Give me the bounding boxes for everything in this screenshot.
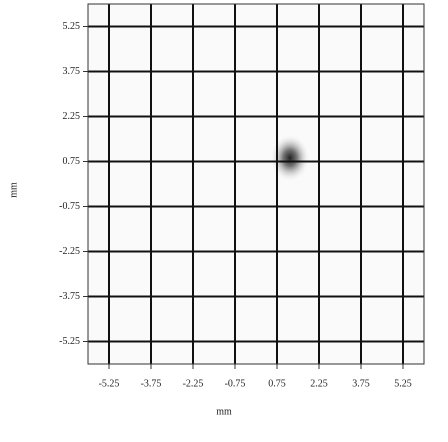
y-tick-label: 5.25 xyxy=(63,21,81,32)
x-axis-label: mm xyxy=(216,406,232,417)
x-tick-label: -5.25 xyxy=(99,378,120,389)
x-tick-label: 3.75 xyxy=(352,378,370,389)
y-tick-label: 0.75 xyxy=(63,156,81,167)
x-tick-label: 5.25 xyxy=(394,378,412,389)
y-tick-label: -3.75 xyxy=(59,291,80,302)
y-tick-label: -2.25 xyxy=(59,246,80,257)
x-tick-label: -3.75 xyxy=(141,378,162,389)
y-tick-label: -0.75 xyxy=(59,201,80,212)
y-axis-label: mm xyxy=(8,182,19,198)
x-tick-label: 0.75 xyxy=(268,378,286,389)
x-tick-label: 2.25 xyxy=(310,378,328,389)
y-tick-label: 3.75 xyxy=(63,66,81,77)
y-tick-label: 2.25 xyxy=(63,111,81,122)
plot-area xyxy=(88,4,424,364)
x-tick-label: -2.25 xyxy=(183,378,204,389)
y-tick-label: -5.25 xyxy=(59,336,80,347)
chart: mm mm -5.25 -3.75 -2.25 -0.75 0.75 2.25 3.75 5.… xyxy=(0,0,448,437)
x-tick-label: -0.75 xyxy=(225,378,246,389)
